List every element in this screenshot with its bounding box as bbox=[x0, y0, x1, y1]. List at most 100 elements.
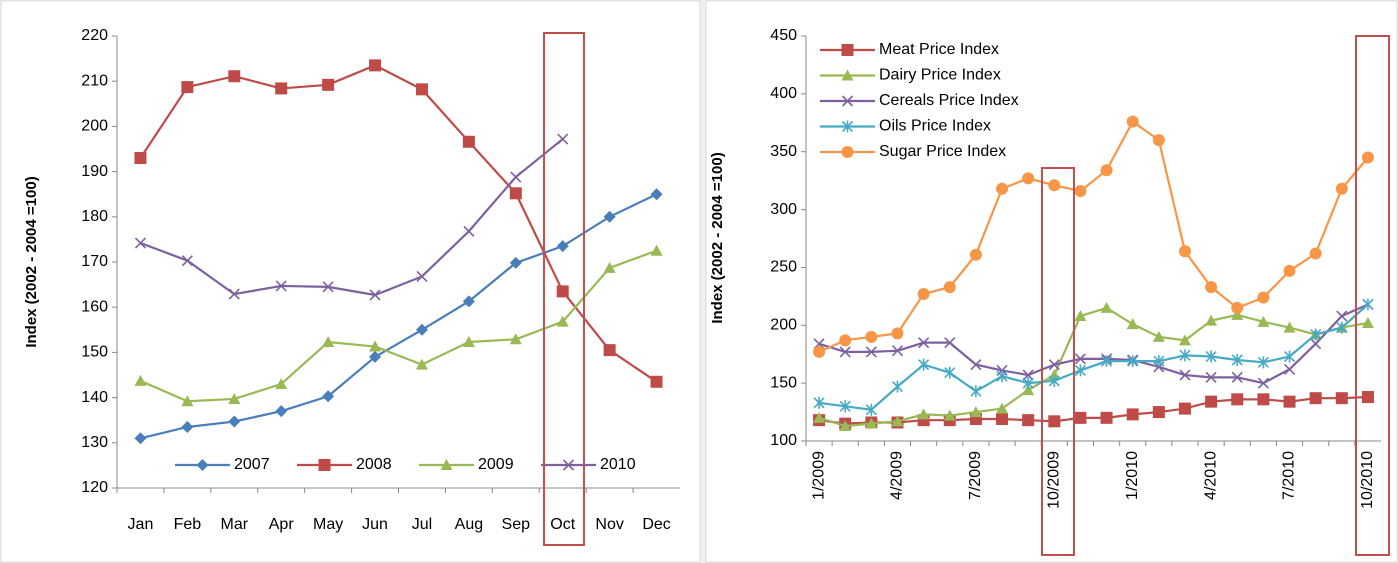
marker bbox=[1336, 310, 1348, 322]
marker bbox=[1126, 115, 1139, 128]
legend-label: 2009 bbox=[478, 456, 514, 473]
series-line bbox=[140, 193, 658, 440]
marker bbox=[415, 83, 428, 96]
legend-marker bbox=[841, 120, 854, 133]
x-tick-label: Mar bbox=[221, 516, 249, 533]
marker bbox=[275, 280, 287, 292]
legend-marker bbox=[440, 459, 453, 470]
y-tick-label: 100 bbox=[770, 432, 797, 449]
marker bbox=[1310, 328, 1322, 341]
marker bbox=[1153, 355, 1165, 368]
marker bbox=[1205, 395, 1218, 408]
marker bbox=[369, 350, 382, 363]
marker bbox=[650, 188, 663, 201]
marker bbox=[181, 420, 194, 433]
marker bbox=[134, 152, 147, 165]
marker bbox=[891, 380, 904, 393]
marker bbox=[839, 400, 851, 413]
x-tick-label: Aug bbox=[455, 516, 483, 533]
legend-marker bbox=[318, 459, 331, 471]
marker bbox=[509, 256, 522, 269]
marker bbox=[322, 336, 335, 348]
marker bbox=[865, 330, 878, 343]
y-tick-label: 300 bbox=[770, 201, 797, 218]
marker bbox=[1178, 402, 1191, 415]
marker bbox=[891, 345, 904, 357]
marker bbox=[1074, 353, 1086, 365]
marker bbox=[1152, 406, 1165, 419]
legend-label: 2010 bbox=[600, 456, 636, 473]
marker bbox=[322, 390, 335, 403]
marker bbox=[1257, 291, 1270, 304]
marker bbox=[416, 270, 428, 283]
marker bbox=[1283, 264, 1296, 277]
y-tick-label: 150 bbox=[770, 374, 797, 391]
y-tick-label: 210 bbox=[81, 72, 108, 89]
marker bbox=[1100, 164, 1113, 177]
marker bbox=[1074, 310, 1087, 322]
marker bbox=[1231, 393, 1244, 406]
marker bbox=[557, 133, 569, 145]
y-tick-label: 130 bbox=[81, 434, 108, 451]
marker bbox=[996, 413, 1009, 426]
marker bbox=[650, 375, 663, 388]
series-line bbox=[140, 249, 657, 403]
legend-label: Meat Price Index bbox=[879, 41, 999, 58]
marker bbox=[1283, 395, 1296, 408]
marker bbox=[1100, 301, 1113, 313]
marker bbox=[134, 237, 147, 249]
marker bbox=[1022, 377, 1034, 390]
marker bbox=[181, 255, 193, 267]
legend-label: Cereals Price Index bbox=[879, 92, 1019, 109]
y-tick-label: 200 bbox=[770, 317, 797, 334]
marker bbox=[463, 225, 475, 237]
y-tick-label: 250 bbox=[770, 259, 797, 276]
marker bbox=[1336, 321, 1348, 334]
series-line bbox=[818, 395, 1368, 425]
marker bbox=[462, 295, 475, 308]
marker bbox=[322, 281, 334, 293]
marker bbox=[918, 337, 930, 349]
marker bbox=[943, 409, 956, 421]
legend-marker bbox=[841, 69, 854, 81]
marker bbox=[369, 289, 381, 301]
x-tick-label: May bbox=[313, 516, 343, 533]
marker bbox=[1361, 316, 1374, 328]
series-line bbox=[140, 138, 564, 297]
marker bbox=[970, 359, 982, 371]
highlight-box bbox=[1041, 167, 1075, 556]
x-tick-label: Nov bbox=[595, 516, 623, 533]
highlight-box bbox=[543, 32, 585, 546]
marker bbox=[1178, 334, 1191, 346]
marker bbox=[462, 336, 475, 348]
marker bbox=[1048, 415, 1061, 428]
marker bbox=[134, 432, 147, 445]
series-line bbox=[818, 306, 1369, 428]
x-tick-label: 10/2009 bbox=[1046, 451, 1063, 509]
marker bbox=[1178, 245, 1191, 258]
y-tick-label: 170 bbox=[81, 253, 108, 270]
marker bbox=[1127, 355, 1139, 368]
marker bbox=[1335, 392, 1348, 405]
marker bbox=[1152, 134, 1165, 147]
legend-label: Sugar Price Index bbox=[879, 143, 1006, 160]
marker bbox=[556, 240, 569, 253]
y-tick-label: 450 bbox=[770, 27, 797, 44]
y-tick-label: 150 bbox=[81, 344, 108, 361]
y-axis-title: Index (2002 - 2004 =100) bbox=[709, 152, 726, 323]
y-tick-label: 400 bbox=[770, 85, 797, 102]
marker bbox=[1022, 369, 1034, 381]
x-tick-label: 4/2009 bbox=[889, 451, 906, 500]
marker bbox=[369, 59, 382, 72]
y-tick-label: 180 bbox=[81, 208, 108, 225]
x-tick-label: Oct bbox=[550, 516, 575, 533]
marker bbox=[1022, 414, 1035, 427]
marker bbox=[1257, 356, 1269, 369]
marker bbox=[228, 288, 240, 300]
panel bbox=[705, 0, 1398, 563]
marker bbox=[1231, 301, 1244, 314]
x-tick-label: 4/2010 bbox=[1202, 451, 1219, 500]
marker bbox=[603, 261, 616, 273]
y-tick-label: 120 bbox=[81, 479, 108, 496]
